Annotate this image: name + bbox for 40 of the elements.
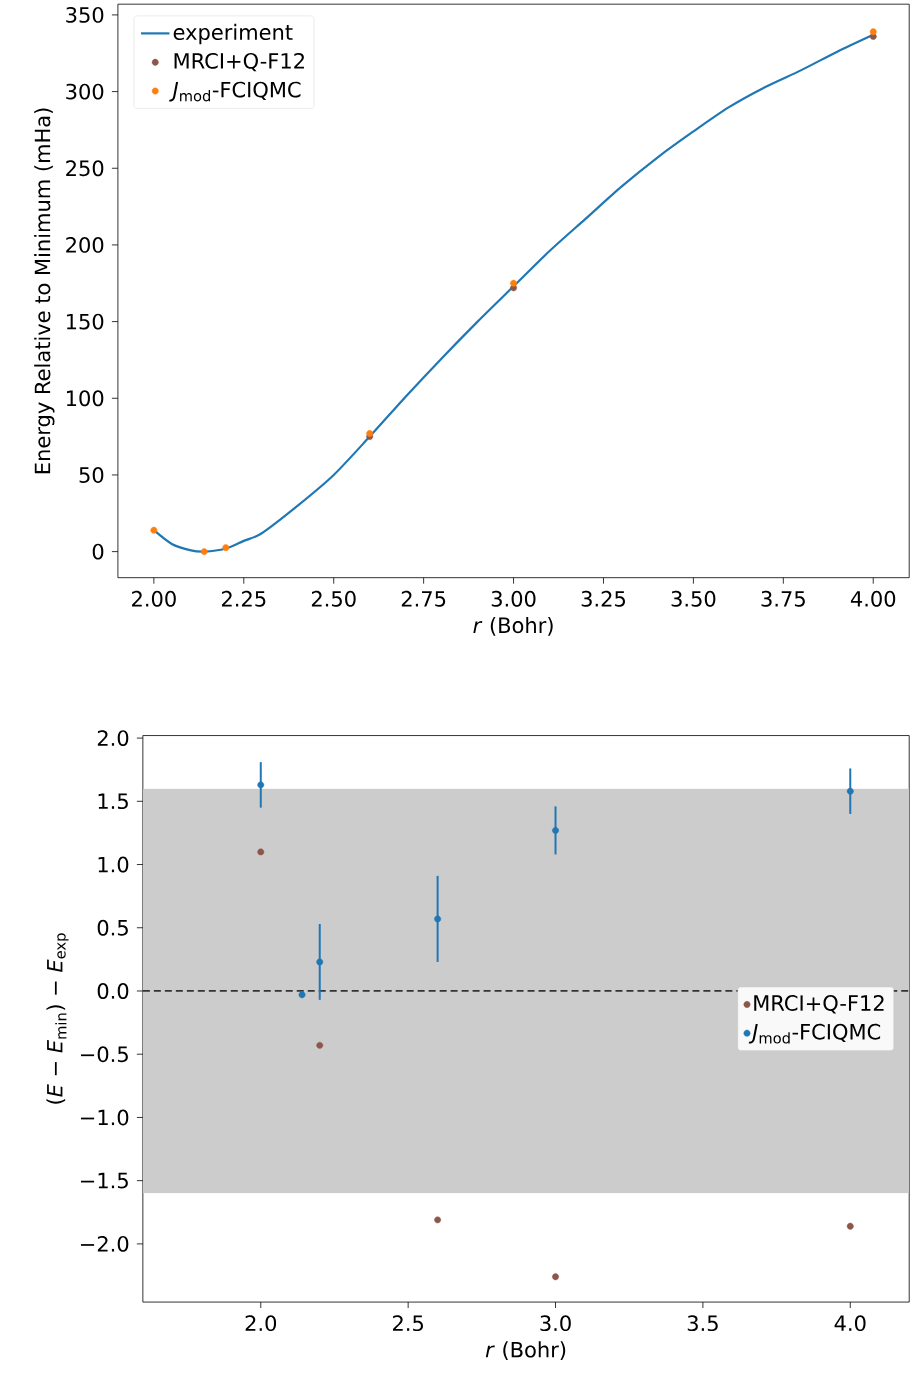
y-tick-label: 1.0 — [98, 856, 129, 873]
y-tick-label: 150 — [66, 313, 104, 330]
y-tick-label: 1.5 — [98, 793, 128, 810]
y-tick-label: −0.5 — [80, 1046, 128, 1063]
y-tick-label: 200 — [66, 236, 104, 253]
y-tick-label: 50 — [79, 467, 104, 483]
x-tick-label: 4.00 — [850, 590, 896, 607]
legend-label: MRCI+Q-F12 — [174, 52, 304, 72]
y-tick-label: −2.0 — [80, 1235, 129, 1252]
x-tick-label: 3.00 — [491, 590, 536, 607]
y-tick-label: 0.0 — [97, 983, 129, 999]
x-tick-label: 2.75 — [401, 590, 446, 607]
x-tick-label: 2.25 — [221, 590, 266, 607]
x-axis-title: r (Bohr) — [485, 1341, 566, 1361]
y-tick-label: −1.5 — [80, 1172, 128, 1189]
x-tick-label: 3.75 — [761, 590, 805, 607]
y-tick-label: 0.5 — [97, 919, 128, 936]
y-tick-label: 350 — [66, 6, 104, 23]
legend-label: MRCI+Q-F12 — [754, 995, 884, 1014]
legend-label: J$_{mod}$-FCIQMC — [748, 1023, 881, 1044]
y-tick-label: 300 — [66, 83, 104, 100]
y-tick-label: 0 — [92, 543, 104, 560]
x-tick-label: 4.0 — [834, 1315, 866, 1332]
x-tick-label: 3.0 — [540, 1315, 571, 1332]
x-tick-label: 2.5 — [392, 1315, 423, 1332]
x-tick-label: 3.5 — [687, 1315, 718, 1332]
x-tick-label: 2.50 — [311, 590, 356, 607]
x-tick-label: 2.0 — [245, 1315, 276, 1332]
y-tick-label: 250 — [66, 160, 104, 177]
y-tick-label: 2.0 — [97, 730, 129, 747]
y-axis-title: Energy Relative to Minimum (mHa) — [34, 108, 55, 474]
x-axis-title: r (Bohr) — [473, 616, 553, 636]
y-tick-label: 100 — [66, 390, 104, 407]
x-tick-label: 3.50 — [671, 590, 716, 607]
x-tick-label: 3.25 — [581, 590, 625, 607]
x-tick-label: 2.00 — [131, 590, 176, 607]
y-axis-title: (E − E$_{min}$) − E$_{exp}$ — [46, 933, 69, 1104]
y-tick-label: −1.0 — [80, 1109, 129, 1126]
legend-label: J$_{mod}$-FCIQMC — [169, 81, 301, 102]
legend-label: experiment — [173, 23, 293, 45]
